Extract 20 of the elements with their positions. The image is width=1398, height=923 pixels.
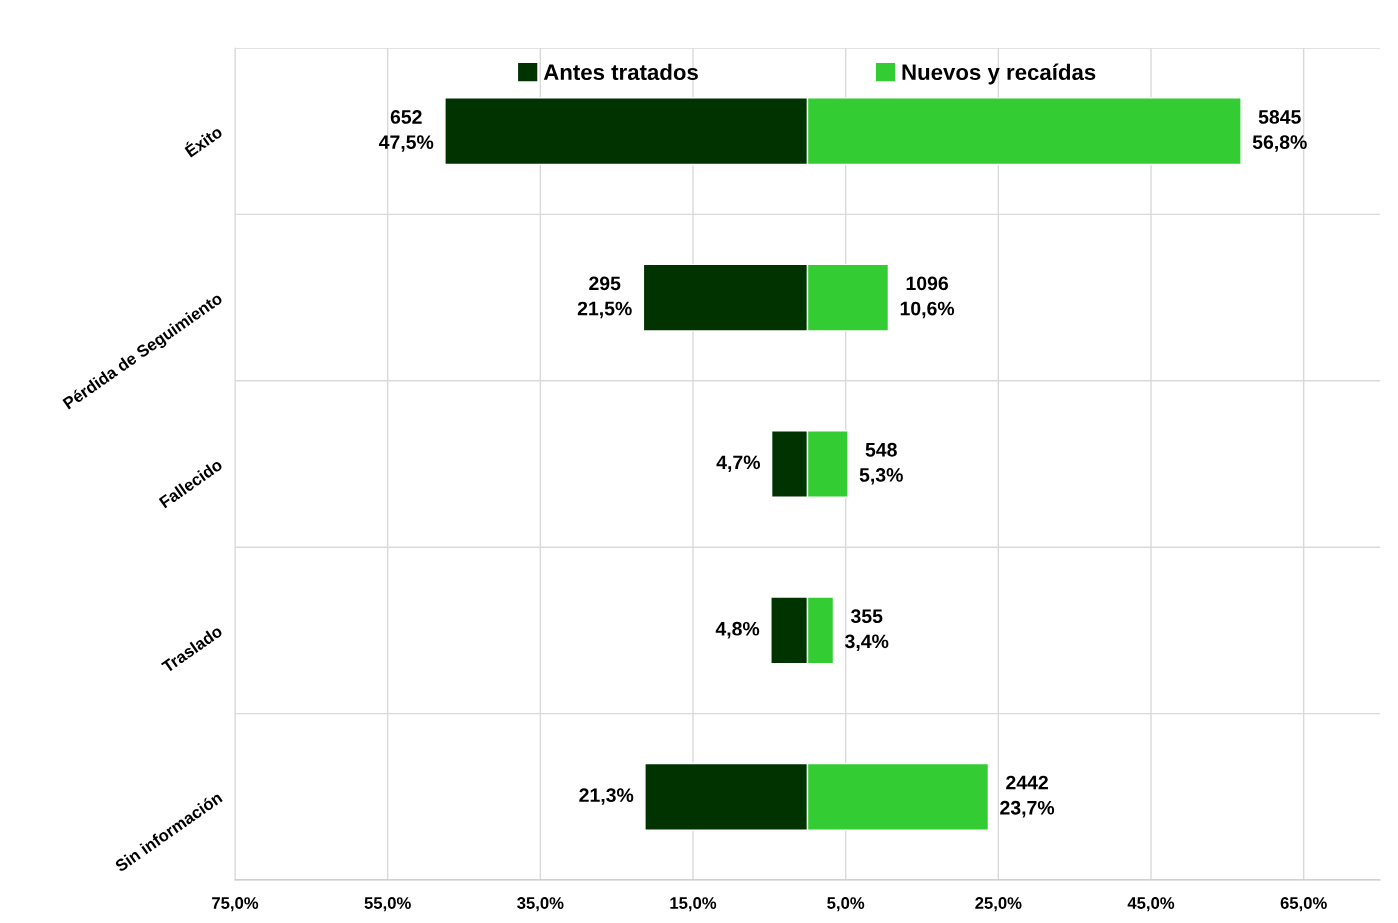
data-label: 652 47,5%	[378, 110, 434, 152]
x-tick-label: 15,0%	[670, 897, 717, 912]
data-label: 4,8%	[715, 621, 760, 639]
legend-label: Nuevos y recaídas	[902, 63, 1096, 85]
data-label: 4,7%	[716, 455, 760, 473]
data-label: 548 5,3%	[859, 442, 903, 485]
x-tick-label: 45,0%	[1127, 897, 1175, 912]
data-label: 2442 23,7%	[1000, 775, 1055, 818]
data-label: 355 3,4%	[845, 609, 889, 652]
legend-label: Antes tratados	[543, 63, 698, 81]
x-tick-label: 25,0%	[975, 897, 1022, 912]
x-tick-label: 35,0%	[517, 897, 564, 912]
x-tick-label: 5,0%	[827, 897, 865, 912]
x-tick-label: 55,0%	[364, 897, 411, 912]
x-tick-label: 75,0%	[212, 897, 259, 912]
x-tick-label: 65,0%	[1280, 897, 1327, 912]
data-label: 295 21,5%	[577, 276, 632, 319]
data-label: 21,3%	[579, 788, 634, 805]
data-label: 1096 10,6%	[900, 276, 955, 319]
data-label: 5845 56,8%	[1252, 110, 1307, 152]
